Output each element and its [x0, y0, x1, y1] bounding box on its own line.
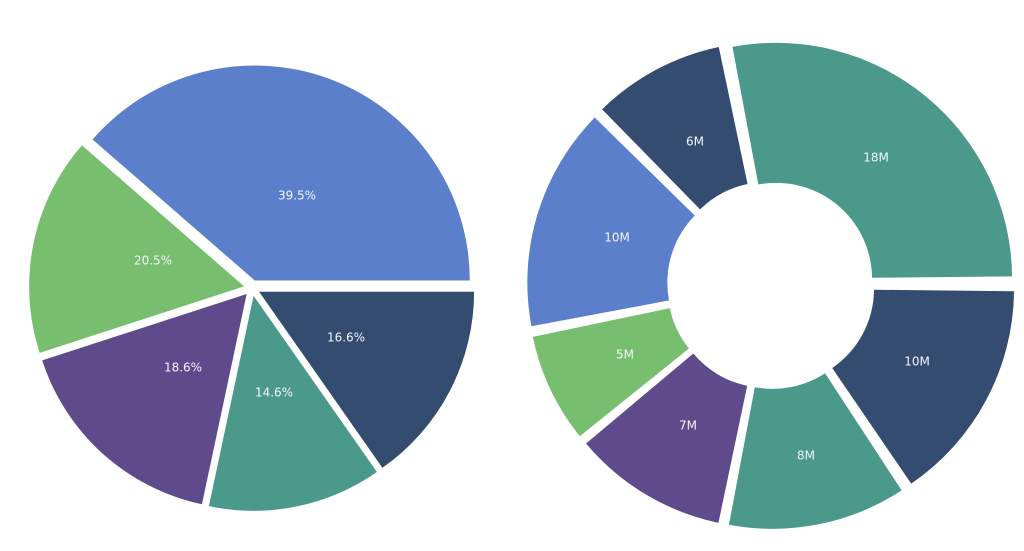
pie-slice[interactable]: [42, 293, 247, 505]
donut-segment-label: 8M: [797, 449, 815, 463]
donut-segment[interactable]: [532, 308, 689, 437]
donut-segment[interactable]: [602, 46, 748, 210]
pie-slice-label: 39.5%: [278, 189, 316, 203]
pie-chart: 39.5% 20.5% 18.6% 14.6% 16.6%: [29, 65, 475, 511]
pie-slice[interactable]: [259, 291, 475, 468]
donut-segment-label: 10M: [904, 355, 930, 369]
pie-slice-label: 20.5%: [134, 254, 172, 268]
donut-segment[interactable]: [527, 117, 695, 327]
donut-segment[interactable]: [728, 373, 902, 529]
pie-slice-label: 18.6%: [164, 361, 202, 375]
donut-segment-label: 5M: [616, 348, 634, 362]
pie-slice-label: 16.6%: [327, 331, 365, 345]
donut-segment-label: 10M: [604, 231, 630, 245]
donut-segment-label: 6M: [686, 135, 704, 149]
donut-chart: 18M 6M 10M 5M 7M 8M 10M: [527, 42, 1015, 529]
donut-segment[interactable]: [832, 289, 1015, 484]
donut-segment-label: 7M: [679, 419, 697, 433]
pie-slice[interactable]: [208, 295, 377, 511]
pie-slice[interactable]: [92, 65, 470, 281]
donut-segment-label: 18M: [863, 151, 889, 165]
pie-slice-label: 14.6%: [255, 386, 293, 400]
donut-segment[interactable]: [586, 353, 748, 523]
donut-segment[interactable]: [732, 42, 1013, 278]
pie-slice[interactable]: [29, 145, 245, 353]
